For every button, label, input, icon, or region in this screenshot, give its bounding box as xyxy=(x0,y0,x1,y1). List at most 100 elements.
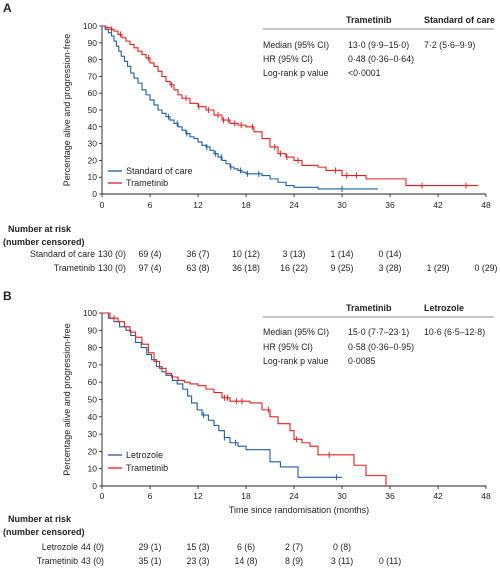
risk-cell: 0 (14) xyxy=(379,249,402,259)
y-tick-label: 10 xyxy=(88,172,98,182)
risk-cell: 69 (4) xyxy=(139,249,162,259)
panel-a: A 0 10 20 30 40 50 60 70 80 90 100 0 6 12 18 24 30 36 42 48 P… xyxy=(3,1,498,273)
risk-cell: 2 (7) xyxy=(285,542,303,552)
risk-cell: 1 (29) xyxy=(427,263,450,273)
risk-cell: 8 (9) xyxy=(285,556,303,566)
x-tick-label: 24 xyxy=(289,491,299,501)
x-tick-label: 42 xyxy=(433,200,443,210)
stats-col-header: Trametinib xyxy=(346,15,392,25)
y-tick-label: 30 xyxy=(88,139,98,149)
stats-value: 0·0085 xyxy=(348,356,375,366)
x-tick-label: 42 xyxy=(433,491,443,501)
risk-cell: 0 (11) xyxy=(379,556,401,566)
risk-cell: 1 (14) xyxy=(331,249,354,259)
legend-label: Trametinib xyxy=(126,178,168,188)
y-tick-label: 70 xyxy=(88,71,98,81)
stats-value: 15·0 (7·7–23·1) xyxy=(348,327,409,337)
stats-col-header: Standard of care xyxy=(424,15,495,25)
legend-label: Letrozole xyxy=(126,450,163,460)
risk-cell: 0 (29) xyxy=(475,263,498,273)
risk-cell: 130 (0) xyxy=(98,263,126,273)
risk-cell: 63 (8) xyxy=(187,263,210,273)
risk-cell: 36 (7) xyxy=(187,249,210,259)
km-curve-trametinib xyxy=(102,312,387,486)
y-tick-label: 100 xyxy=(83,21,97,31)
y-tick-label: 0 xyxy=(92,481,97,491)
risk-table-subtitle: (number censored) xyxy=(3,527,85,537)
risk-cell: 9 (25) xyxy=(331,263,354,273)
legend-label: Standard of care xyxy=(126,166,193,176)
y-tick-label: 80 xyxy=(88,343,98,353)
y-tick-label: 20 xyxy=(88,446,98,456)
stats-row-label: Median (95% CI) xyxy=(263,327,329,337)
x-tick-label: 48 xyxy=(481,200,491,210)
stats-value: <0·0001 xyxy=(348,68,381,78)
y-tick-label: 90 xyxy=(88,38,98,48)
risk-cell: 15 (3) xyxy=(187,542,210,552)
x-tick-label: 6 xyxy=(148,491,153,501)
stats-row-label: Median (95% CI) xyxy=(263,40,329,50)
risk-table-title: Number at risk xyxy=(8,514,72,524)
panel-label: A xyxy=(3,1,12,15)
y-tick-label: 30 xyxy=(88,429,98,439)
y-tick-label: 10 xyxy=(88,464,98,474)
y-tick-label: 90 xyxy=(88,325,98,335)
risk-cell: 44 (0) xyxy=(81,542,104,552)
risk-cell: 130 (0) xyxy=(98,249,126,259)
panel-b: B 0 10 20 30 40 50 60 70 80 90 100 0 6 12 18 24 30 36 42 48 P… xyxy=(3,289,494,566)
stats-value: 0·48 (0·36–0·64) xyxy=(348,54,414,64)
risk-cell: 36 (18) xyxy=(232,263,260,273)
km-curve-letrozole xyxy=(102,312,342,478)
risk-cell: 6 (6) xyxy=(237,542,255,552)
x-tick-label: 18 xyxy=(241,491,251,501)
y-tick-label: 60 xyxy=(88,377,98,387)
risk-cell: 29 (1) xyxy=(139,542,162,552)
km-curve-standard-of-care xyxy=(102,25,378,190)
y-tick-label: 0 xyxy=(92,189,97,199)
stats-value: 0·58 (0·36–0·95) xyxy=(348,342,414,352)
y-axis-title: Percentage alive and progression-free xyxy=(62,34,72,187)
risk-table-title: Number at risk xyxy=(8,224,72,234)
x-tick-label: 12 xyxy=(193,491,203,501)
risk-cell: 16 (22) xyxy=(280,263,308,273)
y-tick-label: 40 xyxy=(88,122,98,132)
y-axis-title: Percentage alive and progression-free xyxy=(62,323,72,476)
risk-cell: 0 (8) xyxy=(333,542,351,552)
legend-label: Trametinib xyxy=(126,463,168,473)
x-tick-label: 0 xyxy=(100,491,105,501)
risk-cell: 14 (8) xyxy=(235,556,258,566)
risk-cell: 35 (1) xyxy=(139,556,162,566)
risk-cell: 97 (4) xyxy=(139,263,162,273)
y-tick-label: 20 xyxy=(88,155,98,165)
risk-row-label: Letrozole xyxy=(42,542,78,552)
x-tick-label: 24 xyxy=(289,200,299,210)
stats-row-label: Log-rank p value xyxy=(263,356,329,366)
y-tick-label: 70 xyxy=(88,360,98,370)
x-tick-label: 30 xyxy=(337,491,347,501)
x-tick-label: 18 xyxy=(241,200,251,210)
x-axis-title: Time since randomisation (months) xyxy=(229,505,369,515)
x-tick-label: 6 xyxy=(148,200,153,210)
x-tick-label: 12 xyxy=(193,200,203,210)
risk-cell: 3 (28) xyxy=(379,263,402,273)
y-tick-label: 60 xyxy=(88,88,98,98)
stats-value: 10·6 (6·5–12·8) xyxy=(424,327,485,337)
risk-cell: 23 (3) xyxy=(187,556,210,566)
risk-table-subtitle: (number censored) xyxy=(3,237,85,247)
risk-row-label: Trametinib xyxy=(54,263,95,273)
stats-row-label: HR (95% CI) xyxy=(263,342,313,352)
risk-cell: 43 (0) xyxy=(81,556,104,566)
stats-row-label: HR (95% CI) xyxy=(263,54,313,64)
risk-cell: 3 (13) xyxy=(283,249,306,259)
stats-row-label: Log-rank p value xyxy=(263,68,329,78)
stats-col-header: Letrozole xyxy=(424,303,464,313)
y-tick-label: 100 xyxy=(83,308,97,318)
x-tick-label: 48 xyxy=(481,491,491,501)
stats-col-header: Trametinib xyxy=(346,303,392,313)
y-tick-label: 50 xyxy=(88,395,98,405)
risk-row-label: Standard of care xyxy=(30,249,95,259)
y-tick-label: 40 xyxy=(88,412,98,422)
y-tick-label: 50 xyxy=(88,105,98,115)
risk-cell: 3 (11) xyxy=(331,556,353,566)
